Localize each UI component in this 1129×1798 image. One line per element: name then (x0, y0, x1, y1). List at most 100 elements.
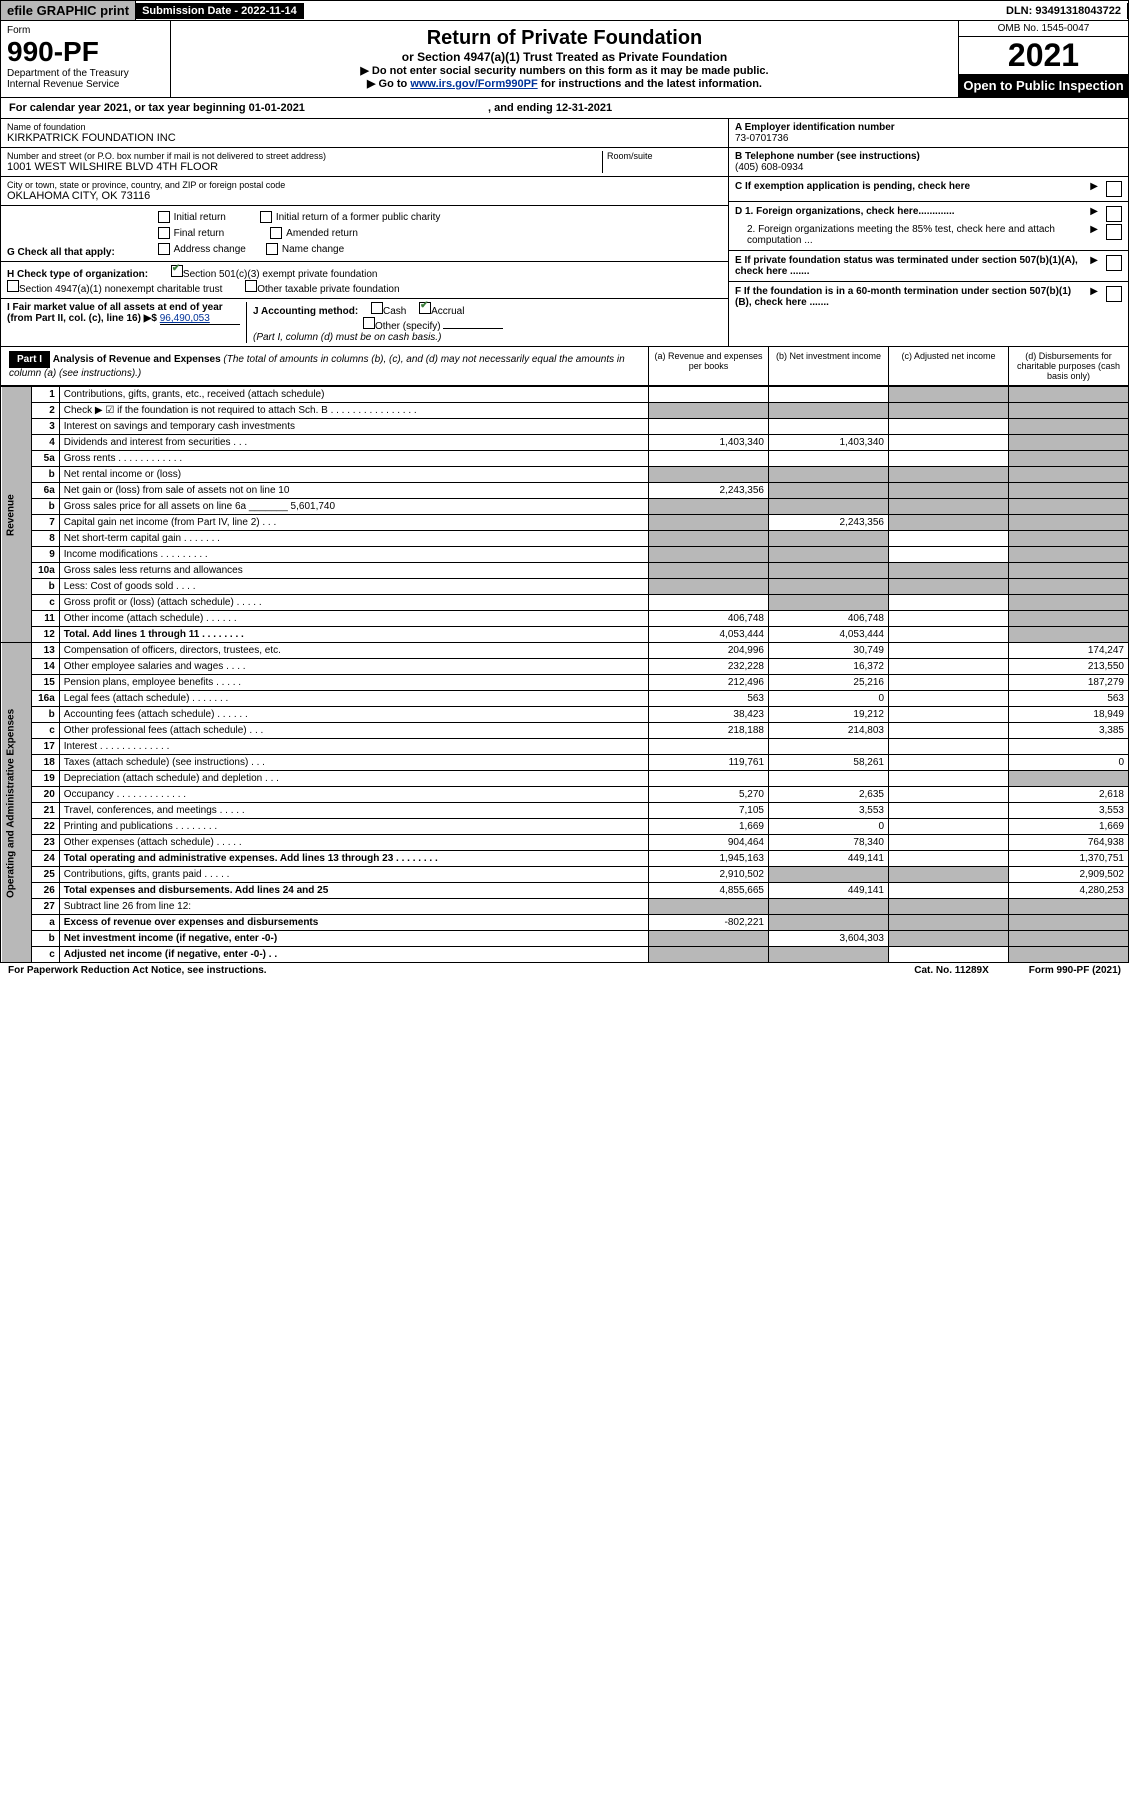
checkbox-initial-return[interactable] (158, 211, 170, 223)
line-number: a (31, 915, 59, 931)
col-c-value (889, 883, 1009, 899)
col-b-value: 1,403,340 (769, 435, 889, 451)
checkbox-4947[interactable] (7, 280, 19, 292)
table-row: 8Net short-term capital gain . . . . . .… (1, 531, 1129, 547)
col-b-value (769, 771, 889, 787)
col-c-value (889, 563, 1009, 579)
col-d-value: 174,247 (1009, 643, 1129, 659)
line-number: 12 (31, 627, 59, 643)
col-d-value (1009, 627, 1129, 643)
col-a-value: 4,855,665 (649, 883, 769, 899)
col-a-value: 212,496 (649, 675, 769, 691)
checkbox-cash[interactable] (371, 302, 383, 314)
line-number: 9 (31, 547, 59, 563)
checkbox-60month[interactable] (1106, 286, 1122, 302)
col-b-value (769, 915, 889, 931)
col-d-value (1009, 387, 1129, 403)
foundation-name-cell: Name of foundation KIRKPATRICK FOUNDATIO… (1, 119, 728, 148)
col-d-value: 0 (1009, 755, 1129, 771)
col-b-value: 0 (769, 691, 889, 707)
col-d-value (1009, 899, 1129, 915)
line-description: Capital gain net income (from Part IV, l… (59, 515, 648, 531)
line-description: Net rental income or (loss) (59, 467, 648, 483)
table-row: 25Contributions, gifts, grants paid . . … (1, 867, 1129, 883)
table-row: cAdjusted net income (if negative, enter… (1, 947, 1129, 963)
line-number: c (31, 595, 59, 611)
table-row: 15Pension plans, employee benefits . . .… (1, 675, 1129, 691)
col-b-value (769, 947, 889, 963)
form-number: 990-PF (7, 36, 164, 68)
checkbox-final-return[interactable] (158, 227, 170, 239)
checkbox-accrual[interactable] (419, 302, 431, 314)
line-number: 24 (31, 851, 59, 867)
efile-print-button[interactable]: efile GRAPHIC print (1, 1, 136, 20)
col-a-value (649, 547, 769, 563)
checkbox-address-change[interactable] (158, 243, 170, 255)
table-row: bAccounting fees (attach schedule) . . .… (1, 707, 1129, 723)
form-title: Return of Private Foundation (177, 27, 952, 50)
line-description: Contributions, gifts, grants, etc., rece… (59, 387, 648, 403)
col-b-value (769, 419, 889, 435)
fmv-value[interactable]: 96,490,053 (160, 313, 240, 325)
line-number: 10a (31, 563, 59, 579)
table-row: bGross sales price for all assets on lin… (1, 499, 1129, 515)
section-e: E If private foundation status was termi… (729, 251, 1128, 282)
table-row: 14Other employee salaries and wages . . … (1, 659, 1129, 675)
col-a-value (649, 499, 769, 515)
form-header: Form 990-PF Department of the Treasury I… (0, 21, 1129, 98)
part1-label: Part I (9, 351, 50, 368)
submission-date: Submission Date - 2022-11-14 (136, 3, 304, 19)
col-a-value (649, 899, 769, 915)
col-c-value (889, 403, 1009, 419)
col-a-value: 2,243,356 (649, 483, 769, 499)
col-b-value: 3,553 (769, 803, 889, 819)
table-row: 7Capital gain net income (from Part IV, … (1, 515, 1129, 531)
checkbox-85pct[interactable] (1106, 224, 1122, 240)
col-c-value (889, 675, 1009, 691)
col-d-value: 2,618 (1009, 787, 1129, 803)
revenue-section-label: Revenue (1, 387, 32, 643)
line-number: 17 (31, 739, 59, 755)
section-ij: I Fair market value of all assets at end… (1, 299, 728, 346)
table-row: bNet rental income or (loss) (1, 467, 1129, 483)
col-a-value: 5,270 (649, 787, 769, 803)
checkbox-name-change[interactable] (266, 243, 278, 255)
col-b-value: 406,748 (769, 611, 889, 627)
room-label: Room/suite (607, 151, 722, 161)
col-a-value: 4,053,444 (649, 627, 769, 643)
checkbox-initial-former[interactable] (260, 211, 272, 223)
col-c-value (889, 515, 1009, 531)
col-d-value: 2,909,502 (1009, 867, 1129, 883)
col-c-value (889, 947, 1009, 963)
col-c-value (889, 867, 1009, 883)
checkbox-other-method[interactable] (363, 317, 375, 329)
col-d-value (1009, 563, 1129, 579)
col-c-value (889, 627, 1009, 643)
form990pf-link[interactable]: www.irs.gov/Form990PF (410, 78, 537, 90)
col-d-value (1009, 771, 1129, 787)
col-b-value: 25,216 (769, 675, 889, 691)
table-row: 18Taxes (attach schedule) (see instructi… (1, 755, 1129, 771)
city-cell: City or town, state or province, country… (1, 177, 728, 206)
line-description: Net short-term capital gain . . . . . . … (59, 531, 648, 547)
part1-title: Analysis of Revenue and Expenses (53, 354, 221, 365)
col-d-value: 4,280,253 (1009, 883, 1129, 899)
col-b-value: 214,803 (769, 723, 889, 739)
col-a-value: 1,669 (649, 819, 769, 835)
col-b-value: 19,212 (769, 707, 889, 723)
checkbox-other-taxable[interactable] (245, 280, 257, 292)
checkbox-exemption-pending[interactable] (1106, 181, 1122, 197)
col-a-value (649, 387, 769, 403)
col-d-value (1009, 915, 1129, 931)
ein-cell: A Employer identification number 73-0701… (729, 119, 1128, 148)
checkbox-status-terminated[interactable] (1106, 255, 1122, 271)
checkbox-amended[interactable] (270, 227, 282, 239)
line-description: Pension plans, employee benefits . . . .… (59, 675, 648, 691)
checkbox-501c3[interactable] (171, 265, 183, 277)
checkbox-foreign-org[interactable] (1106, 206, 1122, 222)
line-number: 2 (31, 403, 59, 419)
col-d-value (1009, 403, 1129, 419)
col-a-value: 2,910,502 (649, 867, 769, 883)
line-description: Gross profit or (loss) (attach schedule)… (59, 595, 648, 611)
section-g: G Check all that apply: Initial returnIn… (1, 206, 728, 262)
